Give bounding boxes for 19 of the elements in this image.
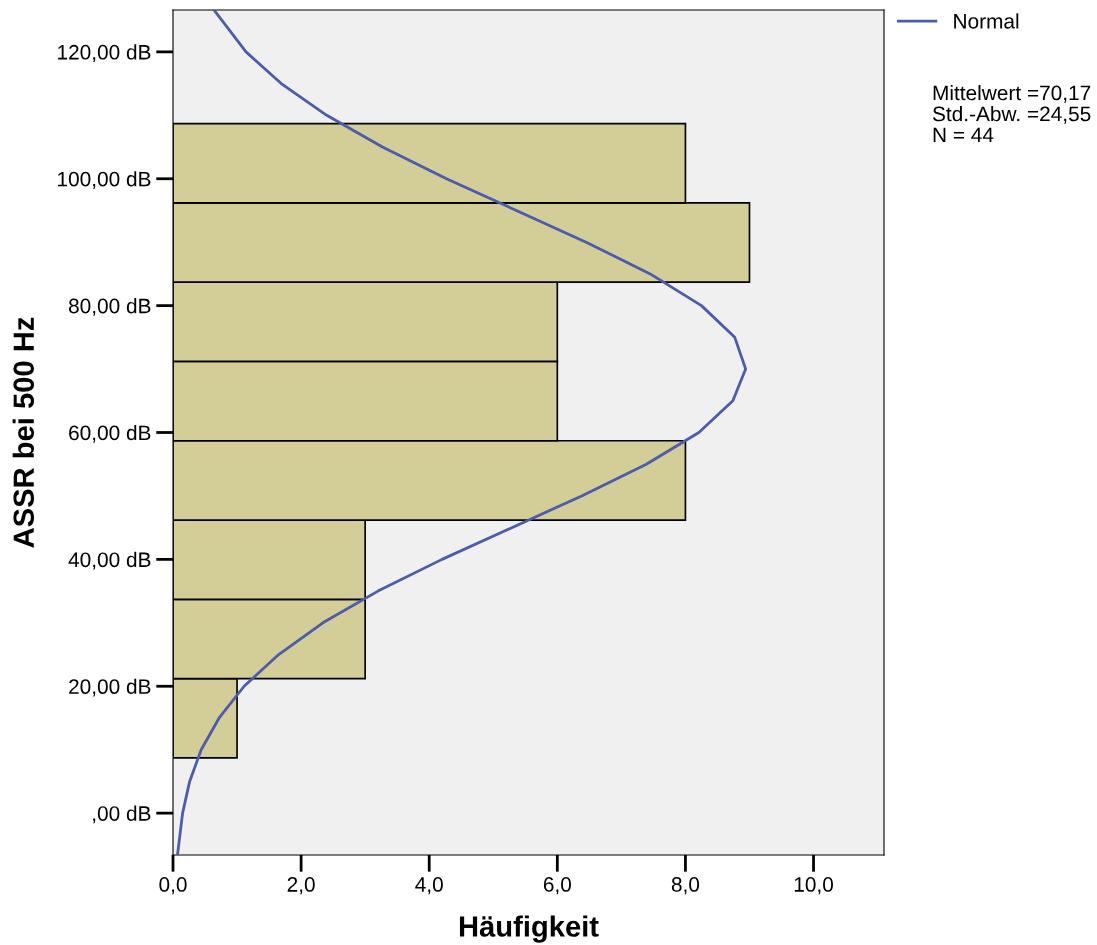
x-tick-label: 8,0	[671, 877, 700, 895]
x-tick-label: 4,0	[415, 877, 443, 895]
x-tick-label: 2,0	[287, 877, 315, 895]
y-tick-label: 40,00 dB	[68, 551, 151, 570]
y-tick-label: 100,00 dB	[58, 171, 151, 189]
text: N = 44	[933, 127, 994, 143]
y-tick-label: 80,00 dB	[68, 298, 151, 316]
x-tick-label: 6,0	[543, 877, 571, 895]
text: Std.-Abw. =24,55	[932, 106, 1091, 124]
legend-label: Normal	[954, 13, 1019, 29]
y-tick-label: 60,00 dB	[69, 424, 151, 443]
y-axis-title: ASSR bei 500 Hz	[12, 317, 35, 548]
x-tick-label: 0,0	[159, 877, 187, 895]
x-tick-label: 10,0	[794, 877, 833, 895]
y-tick-label: ,00 dB	[93, 805, 151, 824]
x-axis-title: Häufigkeit	[459, 915, 599, 943]
y-tick-label: 120,00 dB	[58, 44, 151, 63]
y-tick-label: 20,00 dB	[69, 678, 151, 697]
text: Mittelwert =70,17	[933, 85, 1091, 103]
